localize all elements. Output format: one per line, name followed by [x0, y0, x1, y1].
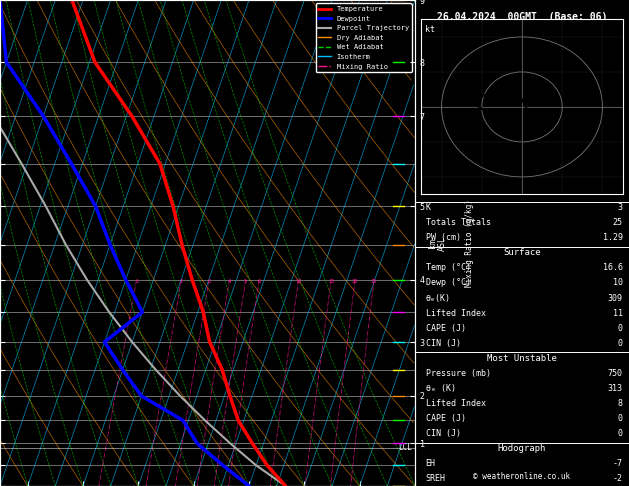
- Text: 3: 3: [618, 203, 623, 212]
- Text: θₑ(K): θₑ(K): [426, 294, 451, 303]
- Text: 309: 309: [608, 294, 623, 303]
- Text: -7: -7: [613, 459, 623, 469]
- Text: 1: 1: [135, 279, 138, 284]
- Text: EH: EH: [426, 459, 436, 469]
- Text: 6: 6: [258, 279, 261, 284]
- Text: 0: 0: [618, 324, 623, 333]
- Text: Pressure (mb): Pressure (mb): [426, 369, 491, 378]
- Text: 26.04.2024  00GMT  (Base: 06): 26.04.2024 00GMT (Base: 06): [437, 12, 607, 22]
- Text: 16.6: 16.6: [603, 263, 623, 273]
- Text: 25: 25: [613, 218, 623, 227]
- Text: Most Unstable: Most Unstable: [487, 354, 557, 363]
- Text: 15: 15: [328, 279, 335, 284]
- Text: 8: 8: [618, 399, 623, 408]
- Text: 750: 750: [608, 369, 623, 378]
- Text: Lifted Index: Lifted Index: [426, 399, 486, 408]
- Text: 5: 5: [244, 279, 247, 284]
- Text: © weatheronline.co.uk: © weatheronline.co.uk: [474, 472, 571, 481]
- Text: PW (cm): PW (cm): [426, 233, 460, 243]
- Text: SREH: SREH: [426, 474, 446, 484]
- Text: 1.29: 1.29: [603, 233, 623, 243]
- Text: LCL: LCL: [398, 443, 412, 452]
- Text: Surface: Surface: [503, 248, 541, 258]
- Text: 2: 2: [180, 279, 183, 284]
- Text: Hodograph: Hodograph: [498, 444, 546, 453]
- Legend: Temperature, Dewpoint, Parcel Trajectory, Dry Adiabat, Wet Adiabat, Isotherm, Mi: Temperature, Dewpoint, Parcel Trajectory…: [316, 3, 411, 72]
- Text: 10: 10: [613, 278, 623, 288]
- Text: 4: 4: [228, 279, 231, 284]
- Text: Dewp (°C): Dewp (°C): [426, 278, 470, 288]
- Text: 11: 11: [613, 309, 623, 318]
- Text: Mixing Ratio (g/kg): Mixing Ratio (g/kg): [465, 199, 474, 287]
- Text: -2: -2: [613, 474, 623, 484]
- Text: CIN (J): CIN (J): [426, 339, 460, 348]
- Text: 3: 3: [208, 279, 211, 284]
- Text: CIN (J): CIN (J): [426, 429, 460, 438]
- Text: K: K: [426, 203, 431, 212]
- Text: 25: 25: [371, 279, 377, 284]
- Text: Totals Totals: Totals Totals: [426, 218, 491, 227]
- Text: 20: 20: [352, 279, 359, 284]
- Text: Temp (°C): Temp (°C): [426, 263, 470, 273]
- Text: 0: 0: [618, 414, 623, 423]
- Y-axis label: km
ASL: km ASL: [428, 236, 447, 250]
- Text: 313: 313: [608, 384, 623, 393]
- Text: CAPE (J): CAPE (J): [426, 324, 465, 333]
- Text: θₑ (K): θₑ (K): [426, 384, 455, 393]
- Text: 0: 0: [618, 339, 623, 348]
- Text: Lifted Index: Lifted Index: [426, 309, 486, 318]
- Text: CAPE (J): CAPE (J): [426, 414, 465, 423]
- Text: 0: 0: [618, 429, 623, 438]
- Text: 10: 10: [295, 279, 302, 284]
